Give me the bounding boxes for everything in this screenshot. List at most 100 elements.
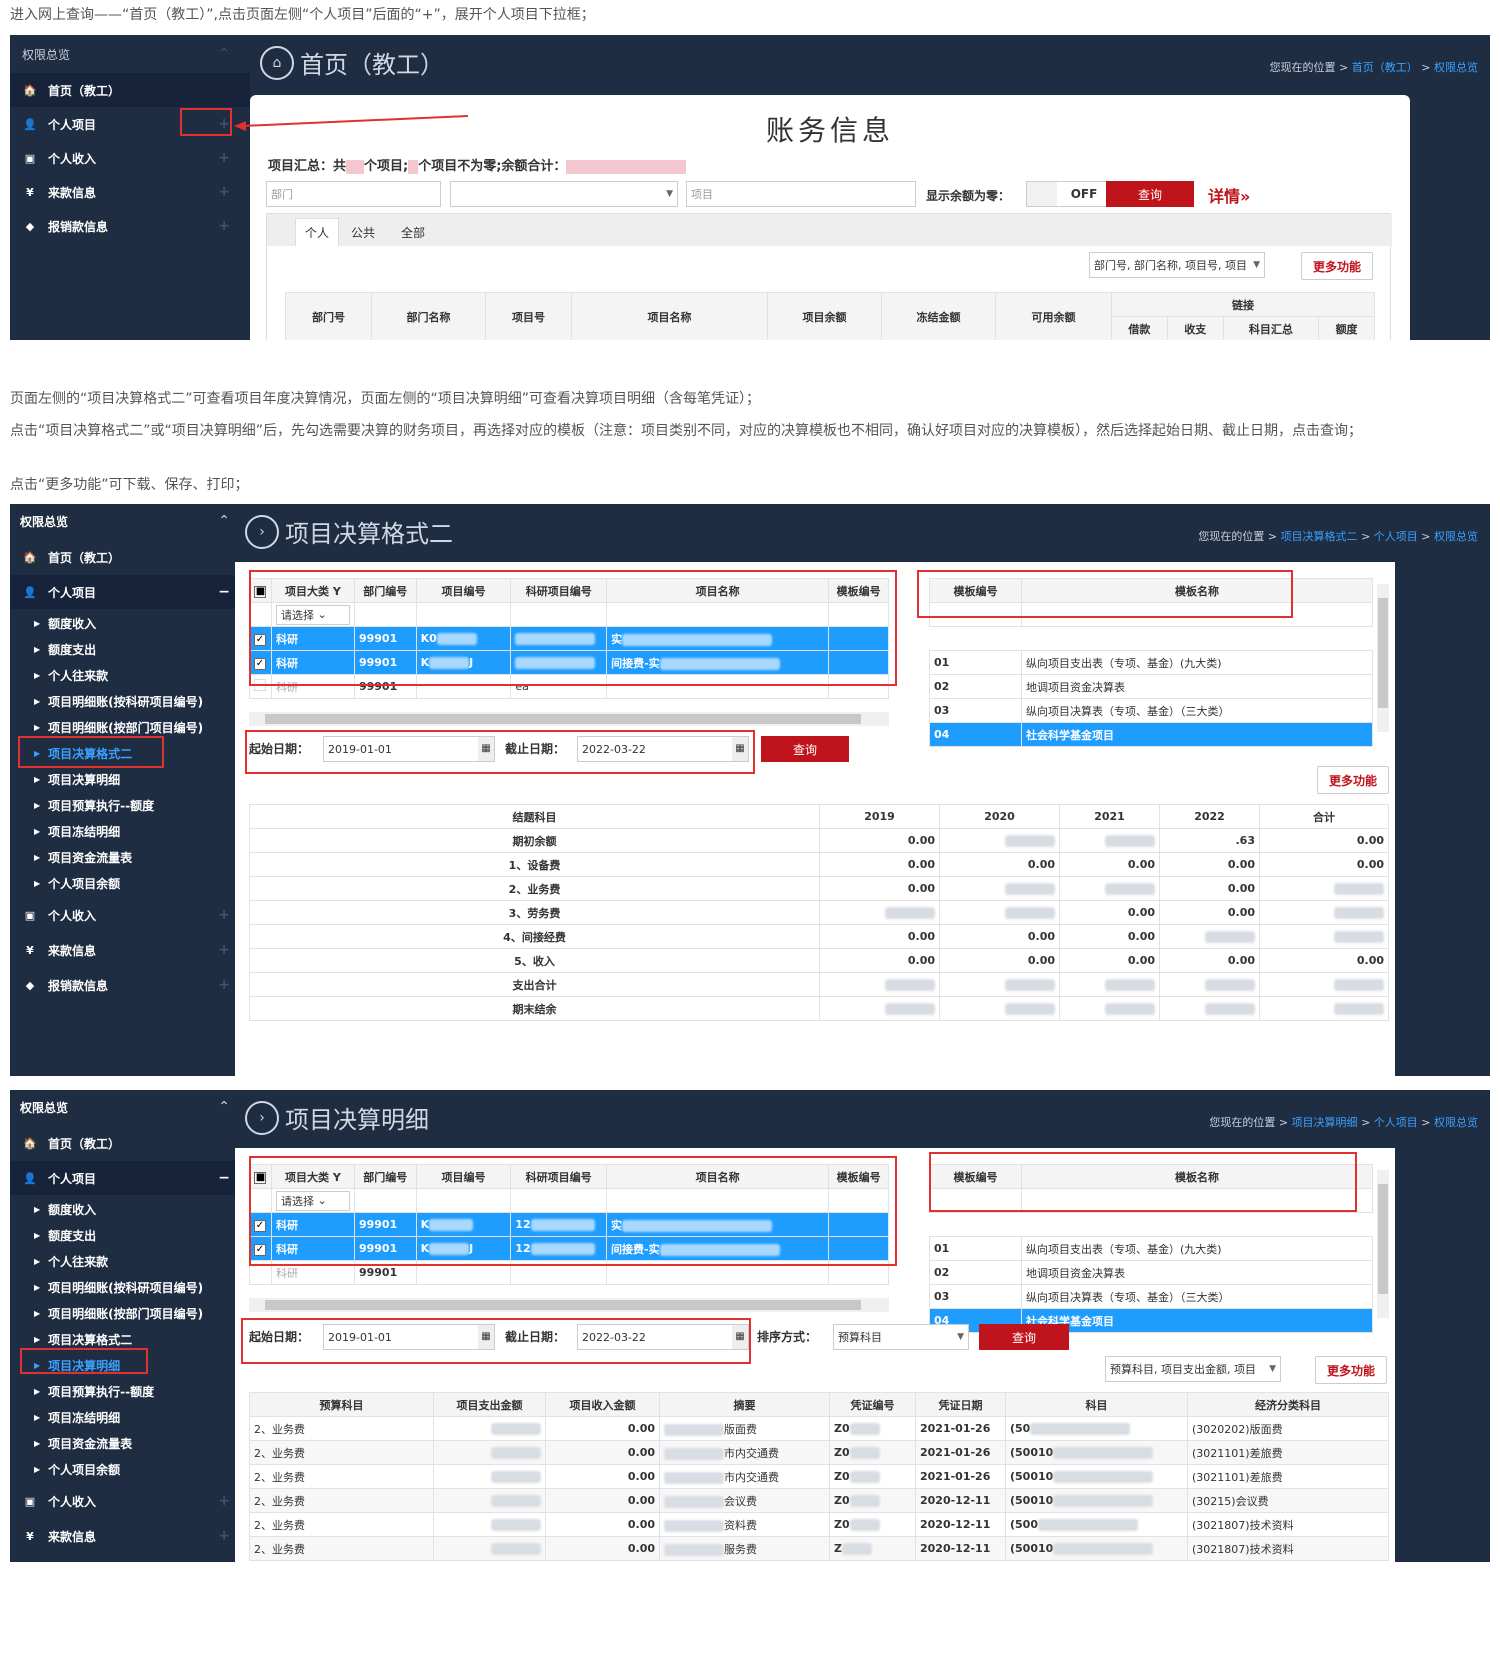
table-row[interactable]: 03 纵向项目决算表（专项、基金）（三大类） <box>929 698 1373 723</box>
more-functions-button[interactable]: 更多功能 <box>1315 1356 1387 1384</box>
query-button[interactable]: 查询 <box>1106 181 1194 207</box>
end-date-input[interactable]: 2022-03-22 ▦ <box>577 1324 749 1350</box>
sub-item[interactable]: ▶ 项目预算执行--额度 <box>34 1384 155 1399</box>
select-all-checkbox[interactable]: ■ <box>254 585 267 598</box>
table-row[interactable]: ✓ 科研 99901 K0 实 <box>249 626 889 651</box>
table-row[interactable]: 2、业务费 0.00 市内交通费 Z0 2021-01-26 (50010 (3021101… <box>249 1464 1389 1489</box>
sub-item[interactable]: ▶ 个人项目余额 <box>34 876 121 891</box>
cell-value: 0.00 <box>819 828 940 853</box>
sub-item[interactable]: ▶ 项目决算格式二 <box>34 1332 133 1347</box>
breadcrumb: 您现在的位置 > 项目决算格式二 > 个人项目 > 权限总览 <box>1198 530 1478 543</box>
sidebar-item-personal[interactable]: 👤 个人项目 − <box>10 1161 250 1195</box>
sidebar-item-reimb[interactable]: ◆ 报销款信息 + <box>10 968 250 1002</box>
sidebar-item-home[interactable]: 🏠 首页（教工） <box>23 1136 121 1151</box>
table-row[interactable]: 02 地调项目资金决算表 <box>929 674 1373 699</box>
expand-plus-icon[interactable]: + <box>218 116 230 132</box>
yen-icon: ¥ <box>26 1529 34 1543</box>
vertical-scrollbar[interactable] <box>1377 1170 1389 1318</box>
sub-item[interactable]: ▶ 项目冻结明细 <box>34 824 121 839</box>
more-functions-button[interactable]: 更多功能 <box>1317 766 1389 794</box>
horizontal-scrollbar[interactable] <box>249 712 889 726</box>
tab-all[interactable]: 全部 <box>401 226 426 240</box>
more-functions-button[interactable]: 更多功能 <box>1301 252 1373 280</box>
row-checkbox[interactable]: ✓ <box>254 1219 266 1232</box>
table-row[interactable]: 2、业务费 0.00 服务费 Z 2020-12-11 (50010 (3021807)技术… <box>249 1536 1389 1561</box>
table-row[interactable]: ✓ 科研 99901 K 12 实 <box>249 1212 889 1237</box>
sub-item[interactable]: ▶ 项目预算执行--额度 <box>34 798 155 813</box>
horizontal-scrollbar[interactable] <box>249 1298 889 1312</box>
sidebar-item-income[interactable]: ▣ 个人收入 + <box>10 141 250 175</box>
column-select[interactable]: 部门号, 部门名称, 项目号, 项目 ▼ <box>1089 252 1265 278</box>
sub-item[interactable]: ▶ 项目明细账(按科研项目编号) <box>34 1280 204 1295</box>
sidebar-item-funds[interactable]: ¥ 来款信息 + <box>10 933 250 967</box>
query-button[interactable]: 查询 <box>979 1324 1069 1350</box>
sub-item[interactable]: ▶ 项目明细账(按科研项目编号) <box>34 694 204 709</box>
sidebar-item-funds[interactable]: ¥ 来款信息 + <box>10 1519 250 1553</box>
table-row[interactable]: 04 社会科学基金项目 <box>929 722 1373 747</box>
category-select[interactable]: 请选择 ⌄ <box>275 604 350 625</box>
sub-item[interactable]: ▶ 个人往来款 <box>34 668 109 683</box>
select-all-checkbox[interactable]: ■ <box>254 1171 267 1184</box>
sub-item[interactable]: ▶ 项目资金流量表 <box>34 850 133 865</box>
sidebar-item-income[interactable]: ▣ 个人收入 + <box>10 1484 250 1518</box>
sidebar-item-personal[interactable]: 👤 个人项目 − <box>10 575 250 609</box>
sub-item-active[interactable]: ▶ 项目决算格式二 <box>34 746 133 761</box>
table-row[interactable]: 2、业务费 0.00 资料费 Z0 2020-12-11 (500 (3021807)技术资… <box>249 1512 1389 1537</box>
table-row[interactable]: 01 纵向项目支出表（专项、基金）(九大类) <box>929 1236 1373 1261</box>
row-checkbox[interactable]: ✓ <box>254 1243 266 1256</box>
detail-link[interactable]: 详情» <box>1208 187 1251 206</box>
column-select[interactable]: 预算科目, 项目支出金额, 项目 ▼ <box>1105 1356 1281 1382</box>
sidebar-overview[interactable]: 权限总览 ⌃ <box>20 1099 230 1115</box>
tab-public[interactable]: 公共 <box>351 226 376 240</box>
query-button[interactable]: 查询 <box>761 736 849 762</box>
collapse-minus-icon[interactable]: − <box>218 584 230 600</box>
start-date-input[interactable]: 2019-01-01 ▦ <box>323 736 495 762</box>
table-row[interactable]: 2、业务费 0.00 会议费 Z0 2020-12-11 (50010 (30215)会议费 <box>249 1488 1389 1513</box>
sub-item[interactable]: ▶ 项目资金流量表 <box>34 1436 133 1451</box>
table-row[interactable]: 科研 99901 ea <box>249 674 889 699</box>
sidebar-item-home[interactable]: 🏠 首页（教工） <box>10 73 250 107</box>
table-row[interactable]: 2、业务费 0.00 版面费 Z0 2021-01-26 (50 (3020202)版面费 <box>249 1416 1389 1441</box>
table-row[interactable]: 02 地调项目资金决算表 <box>929 1260 1373 1285</box>
sub-item-active[interactable]: ▶ 项目决算明细 <box>34 1358 121 1373</box>
collapse-minus-icon[interactable]: − <box>218 1170 230 1186</box>
sidebar-overview[interactable]: 权限总览 ⌃ <box>22 46 230 62</box>
sub-item[interactable]: ▶ 个人项目余额 <box>34 1462 121 1477</box>
sidebar-item-reimb[interactable]: ◆ 报销款信息 + <box>10 209 250 243</box>
calendar-icon: ▦ <box>732 737 748 761</box>
table-row: 1、设备费 0.00 0.00 0.00 0.00 0.00 <box>249 852 1389 877</box>
sub-item[interactable]: ▶ 项目决算明细 <box>34 772 121 787</box>
sub-item[interactable]: ▶ 额度收入 <box>34 1202 97 1217</box>
sidebar-item-personal[interactable]: 👤 个人项目 + <box>23 116 230 132</box>
vertical-scrollbar[interactable] <box>1377 584 1389 732</box>
sidebar-item-home[interactable]: 🏠 首页（教工） <box>23 550 121 565</box>
project-input[interactable]: 项目 <box>686 181 916 207</box>
sub-item[interactable]: ▶ 项目冻结明细 <box>34 1410 121 1425</box>
table-row: 3、劳务费~.00~0.000.00~ <box>249 900 1389 925</box>
sub-item[interactable]: ▶ 项目明细账(按部门项目编号) <box>34 720 204 735</box>
dept-dropdown[interactable]: ▼ <box>450 181 678 207</box>
end-date-input[interactable]: 2022-03-22 ▦ <box>577 736 749 762</box>
sidebar-item-funds[interactable]: ¥ 来款信息 + <box>10 175 250 209</box>
dept-input[interactable]: 部门 <box>266 181 441 207</box>
start-date-input[interactable]: 2019-01-01 ▦ <box>323 1324 495 1350</box>
table-row[interactable]: 03 纵向项目决算表（专项、基金）（三大类） <box>929 1284 1373 1309</box>
category-select[interactable]: 请选择 ⌄ <box>275 1190 350 1211</box>
row-checkbox[interactable]: ✓ <box>254 657 266 670</box>
table-row[interactable]: 2、业务费 0.00 市内交通费 Z0 2021-01-26 (50010 (3021101… <box>249 1440 1389 1465</box>
table-row[interactable]: ✓ 科研 99901 K J 间接费-实 <box>249 650 889 675</box>
sub-item[interactable]: ▶ 额度支出 <box>34 642 97 657</box>
table-row[interactable]: 01 纵向项目支出表（专项、基金）(九大类) <box>929 650 1373 675</box>
sort-select[interactable]: 预算科目 ▼ <box>833 1324 969 1350</box>
sub-item[interactable]: ▶ 项目明细账(按部门项目编号) <box>34 1306 204 1321</box>
zero-toggle[interactable]: OFF <box>1026 181 1112 207</box>
sidebar-item-income[interactable]: ▣ 个人收入 + <box>10 898 250 932</box>
sidebar-overview[interactable]: 权限总览 ⌃ <box>20 513 230 529</box>
sub-item[interactable]: ▶ 个人往来款 <box>34 1254 109 1269</box>
sub-item[interactable]: ▶ 额度支出 <box>34 1228 97 1243</box>
row-label: 5、收入 <box>249 948 820 973</box>
sub-item[interactable]: ▶ 额度收入 <box>34 616 97 631</box>
row-checkbox[interactable]: ✓ <box>254 633 266 646</box>
tab-personal[interactable]: 个人 <box>295 218 339 246</box>
table-row[interactable]: 04 社会科学基金项目 <box>929 1308 1373 1333</box>
